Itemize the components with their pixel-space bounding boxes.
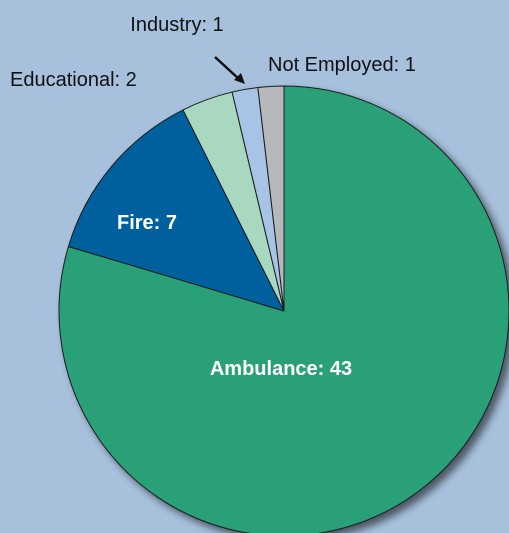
slice-label-industry: Industry: 1: [130, 14, 223, 36]
slice-label-fire: Fire: 7: [117, 212, 177, 234]
industry-pointer-line: [214, 56, 241, 81]
pie-slice-ambulance: [58, 85, 509, 533]
pie-slice-not-employed: [257, 85, 285, 312]
pie-slice-fire: [67, 109, 285, 312]
slice-label-educational: Educational: 2: [10, 69, 137, 91]
industry-pointer-arrowhead: [234, 73, 245, 84]
pie-slices: [58, 85, 509, 533]
slice-label-not-employed: Not Employed: 1: [268, 54, 416, 76]
slice-label-ambulance: Ambulance: 43: [210, 358, 352, 380]
